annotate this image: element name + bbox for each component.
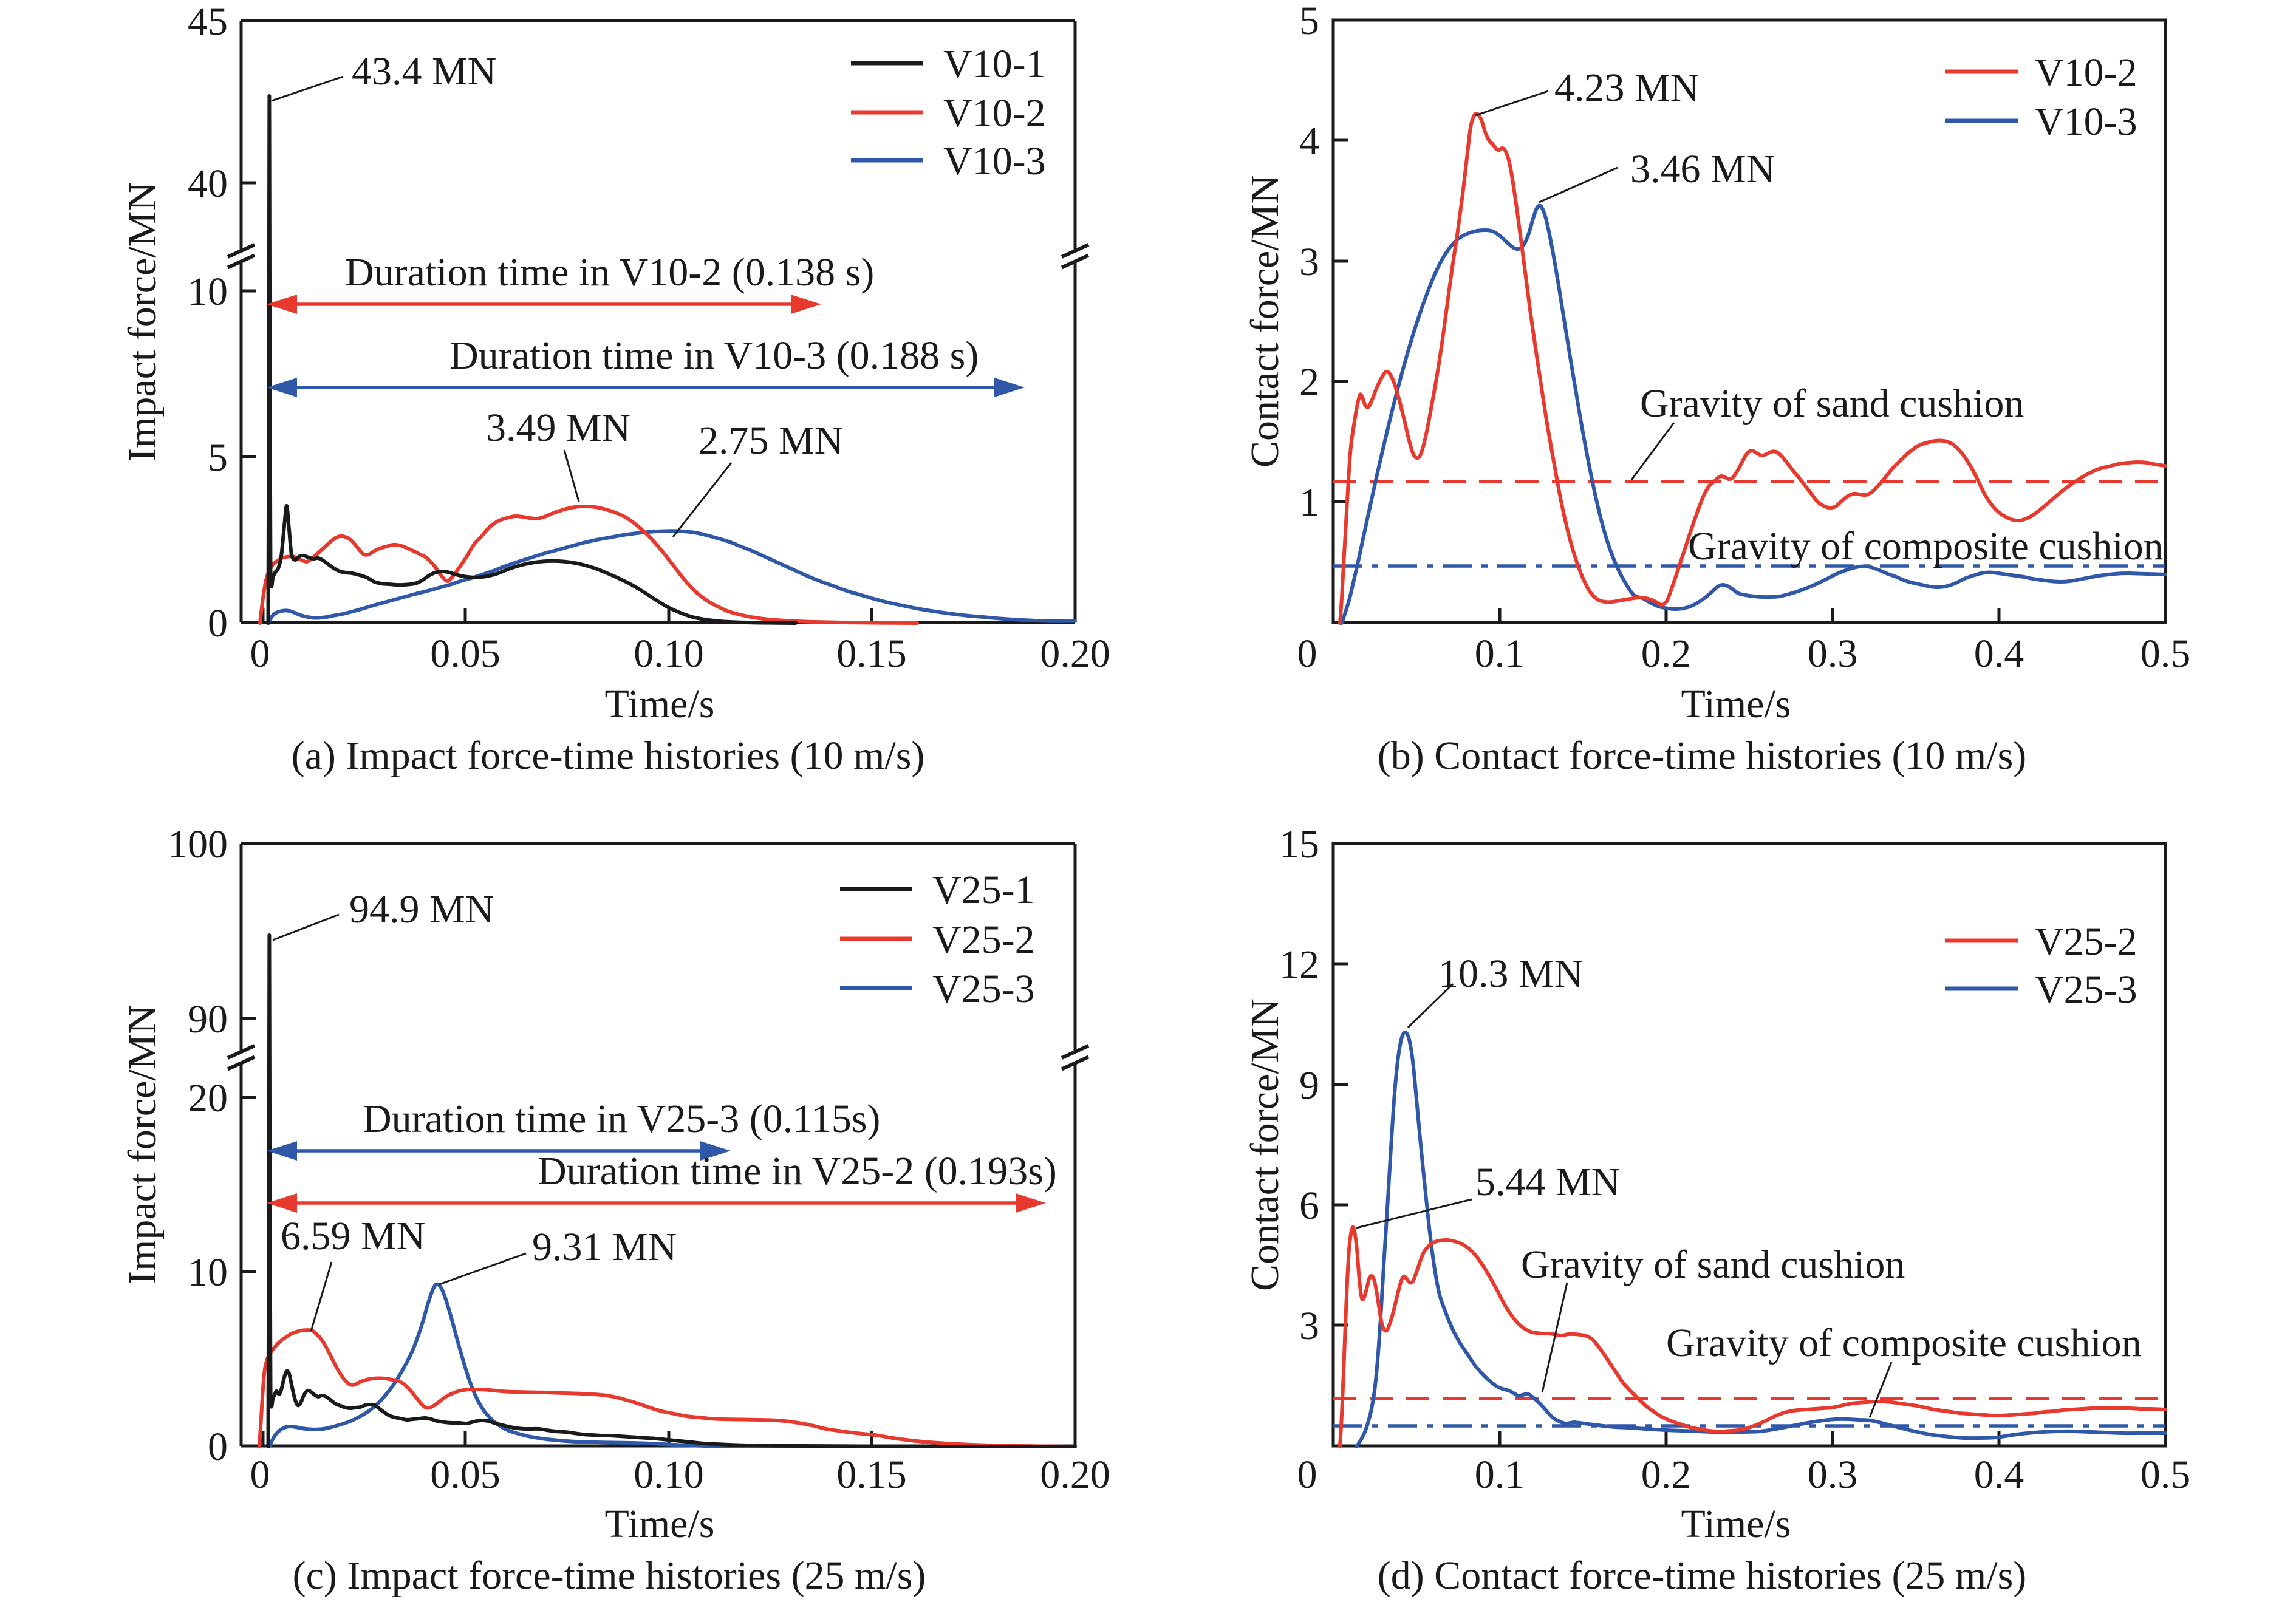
svg-text:V10-3: V10-3	[943, 139, 1046, 183]
svg-text:1: 1	[1299, 480, 1319, 525]
svg-text:0.2: 0.2	[1641, 1453, 1692, 1497]
svg-text:15: 15	[1279, 822, 1319, 867]
svg-text:Duration time in V25-3 (0.115s: Duration time in V25-3 (0.115s)	[363, 1097, 880, 1141]
svg-text:40: 40	[188, 162, 228, 206]
svg-text:100: 100	[168, 822, 228, 867]
svg-text:0.10: 0.10	[634, 632, 704, 676]
svg-text:Duration time in V10-2 (0.138: Duration time in V10-2 (0.138 s)	[345, 250, 874, 295]
svg-text:43.4 MN: 43.4 MN	[352, 49, 496, 94]
svg-text:Impact force/MN: Impact force/MN	[120, 1005, 165, 1284]
svg-text:12: 12	[1279, 942, 1319, 987]
svg-text:6: 6	[1299, 1184, 1319, 1228]
svg-text:0: 0	[208, 1425, 228, 1469]
svg-text:10: 10	[188, 1250, 228, 1295]
svg-text:V10-2: V10-2	[943, 91, 1046, 135]
svg-text:Time/s: Time/s	[605, 682, 715, 726]
svg-text:9.31 MN: 9.31 MN	[532, 1225, 677, 1269]
svg-text:Time/s: Time/s	[1681, 682, 1791, 726]
svg-text:2: 2	[1299, 360, 1319, 404]
svg-text:Time/s: Time/s	[605, 1502, 715, 1546]
svg-text:Gravity of composite cushion: Gravity of composite cushion	[1666, 1321, 2142, 1365]
svg-text:3: 3	[1299, 240, 1319, 284]
svg-text:0.20: 0.20	[1040, 1453, 1110, 1497]
svg-text:94.9 MN: 94.9 MN	[349, 887, 494, 932]
svg-text:Contact force/MN: Contact force/MN	[1243, 998, 1287, 1291]
svg-text:V10-2: V10-2	[2035, 50, 2137, 95]
svg-text:(a) Impact force-time historie: (a) Impact force-time histories (10 m/s)	[292, 734, 925, 778]
svg-text:9: 9	[1299, 1063, 1319, 1108]
svg-text:Gravity of sand cushion: Gravity of sand cushion	[1521, 1242, 1905, 1287]
svg-text:0.15: 0.15	[836, 1453, 907, 1497]
svg-text:0.1: 0.1	[1475, 632, 1525, 676]
svg-text:Gravity of composite cushion: Gravity of composite cushion	[1688, 524, 2164, 568]
svg-text:(d) Contact force-time histori: (d) Contact force-time histories (25 m/s…	[1378, 1553, 2027, 1598]
svg-text:3: 3	[1299, 1304, 1319, 1348]
svg-text:10: 10	[188, 270, 228, 314]
svg-text:0: 0	[250, 632, 270, 676]
svg-text:0.5: 0.5	[2141, 1453, 2191, 1497]
svg-text:0: 0	[250, 1453, 270, 1497]
svg-text:0.4: 0.4	[1974, 632, 2024, 676]
svg-text:V25-3: V25-3	[2035, 967, 2137, 1012]
svg-text:0.05: 0.05	[430, 632, 501, 676]
svg-text:0.05: 0.05	[430, 1453, 501, 1497]
svg-text:V10-3: V10-3	[2035, 100, 2137, 144]
svg-text:V25-3: V25-3	[932, 967, 1035, 1011]
svg-text:Gravity of sand cushion: Gravity of sand cushion	[1640, 381, 2024, 426]
svg-text:4: 4	[1299, 119, 1319, 163]
svg-text:V25-2: V25-2	[932, 918, 1035, 962]
svg-text:3.46 MN: 3.46 MN	[1630, 147, 1775, 191]
svg-text:Duration time in V25-2 (0.193s: Duration time in V25-2 (0.193s)	[538, 1149, 1057, 1193]
svg-text:Time/s: Time/s	[1681, 1502, 1791, 1546]
svg-text:0.5: 0.5	[2141, 632, 2191, 676]
svg-text:20: 20	[188, 1076, 228, 1120]
svg-text:3.49 MN: 3.49 MN	[486, 406, 630, 450]
svg-text:4.23 MN: 4.23 MN	[1554, 66, 1699, 110]
svg-text:0.15: 0.15	[836, 632, 907, 676]
svg-text:0: 0	[1297, 1453, 1317, 1497]
svg-text:0.3: 0.3	[1808, 1453, 1858, 1497]
svg-text:0.3: 0.3	[1808, 632, 1858, 676]
svg-text:6.59 MN: 6.59 MN	[281, 1214, 425, 1258]
svg-text:0.1: 0.1	[1475, 1453, 1525, 1497]
svg-text:5.44 MN: 5.44 MN	[1475, 1160, 1620, 1204]
svg-text:0.20: 0.20	[1040, 632, 1110, 676]
svg-text:0: 0	[1297, 632, 1317, 676]
svg-text:Duration time in V10-3 (0.188: Duration time in V10-3 (0.188 s)	[449, 333, 979, 378]
svg-text:V10-1: V10-1	[943, 42, 1046, 86]
svg-text:90: 90	[188, 997, 228, 1041]
svg-text:V25-1: V25-1	[932, 868, 1035, 912]
svg-text:V25-2: V25-2	[2035, 919, 2137, 964]
svg-text:0.2: 0.2	[1641, 632, 1692, 676]
svg-text:Impact force/MN: Impact force/MN	[120, 182, 165, 462]
svg-text:0.10: 0.10	[634, 1453, 704, 1497]
svg-text:Contact force/MN: Contact force/MN	[1243, 175, 1287, 468]
svg-text:(b) Contact force-time histori: (b) Contact force-time histories (10 m/s…	[1378, 734, 2027, 778]
svg-text:45: 45	[188, 0, 228, 44]
svg-text:5: 5	[1299, 0, 1319, 43]
svg-text:0: 0	[208, 601, 228, 646]
svg-text:5: 5	[208, 435, 228, 480]
svg-text:10.3 MN: 10.3 MN	[1438, 952, 1583, 996]
svg-text:0.4: 0.4	[1974, 1453, 2024, 1497]
svg-text:2.75 MN: 2.75 MN	[699, 418, 843, 463]
svg-text:(c) Impact force-time historie: (c) Impact force-time histories (25 m/s)	[293, 1553, 926, 1598]
